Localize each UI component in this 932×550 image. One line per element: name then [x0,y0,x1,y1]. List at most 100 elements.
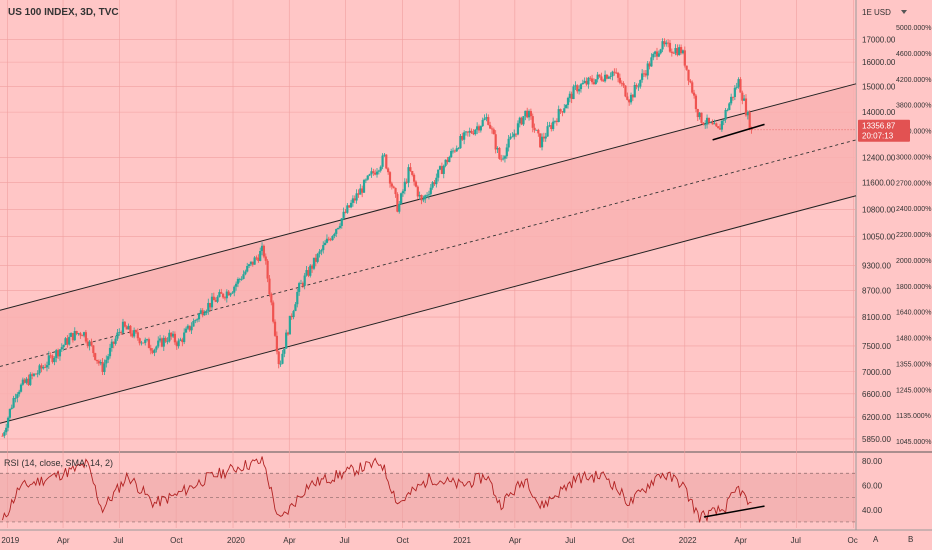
candle [370,167,373,178]
candle [277,350,280,369]
percent-tick-label: 3800.000% [896,103,931,110]
candle [312,257,316,271]
candle [246,262,249,273]
currency-label[interactable]: 1E USD [862,8,891,17]
candle-body [312,257,316,269]
candle [420,194,423,205]
candle [546,121,549,137]
auto-scale-button[interactable]: A [873,535,879,544]
candle [305,266,308,277]
candle [602,78,605,82]
candle-body [199,310,202,314]
candle [505,143,508,159]
candle [390,181,393,190]
candle-body [683,50,686,66]
candle [194,319,197,324]
time-tick-label: Apr [283,536,296,545]
candle [537,128,540,137]
candle [474,128,477,136]
candle-body [133,330,136,337]
candle [581,79,584,85]
candle-body [227,291,230,296]
rsi-divergence-line [703,505,765,518]
candle-body [247,264,251,267]
candle-body [505,147,508,157]
candle-body [461,135,464,140]
candle-body [620,82,623,84]
candle-body [229,293,232,296]
candle-body [257,257,260,261]
candle [184,326,188,333]
candle-body [403,181,406,192]
candle-body [437,169,440,178]
candle-body [331,236,334,241]
candle [60,343,63,353]
candle [550,122,553,132]
candle-body [490,128,494,130]
candle [494,130,497,154]
candle [704,120,707,129]
price-tick-label: 14000.00 [862,108,896,117]
candle [262,244,266,259]
candle [107,353,110,363]
candle-body [58,349,62,357]
candle [472,129,475,136]
candle [518,116,521,128]
candle [283,348,286,358]
candle-body [305,270,308,276]
candle-body [542,136,545,139]
candle [164,336,167,343]
candle-body [451,150,455,152]
candle [616,71,620,83]
candle-body [71,333,75,341]
candle-body [524,110,527,117]
percent-tick-label: 1640.000% [896,310,931,317]
candle [687,69,690,86]
candle-body [19,384,23,392]
candle [222,293,225,299]
candle [565,104,568,109]
candle [501,155,505,161]
candle [401,189,405,197]
candle-body [266,260,269,279]
candle [160,337,164,348]
candle-body [244,271,247,275]
candle-body [674,48,677,54]
candle [657,50,660,58]
percent-tick-label: 1245.000% [896,387,931,394]
candle-body [377,170,380,172]
candle [383,153,386,157]
candle-body [709,122,712,124]
candle-body [511,136,514,138]
log-scale-button[interactable]: B [908,535,913,544]
candle-body [138,338,141,344]
candle [1,433,4,437]
candle-body [140,342,143,344]
support-trendline[interactable] [712,123,765,141]
candle-body [144,339,147,343]
candle-body [657,53,660,57]
candle [29,372,32,386]
candle [405,178,408,185]
candle [333,232,336,239]
candle [79,331,82,339]
candle [702,122,705,126]
candle-body [5,427,8,433]
candle-body [103,363,106,372]
candle [700,112,703,124]
candle [75,330,78,336]
candle-body [370,171,373,175]
candle [359,184,362,195]
candle [199,308,202,315]
candle-body [672,52,675,54]
candle-body [629,94,633,103]
dropdown-arrow-icon[interactable] [901,10,907,14]
candle-body [678,47,681,56]
candle-body [240,278,243,280]
candle-body [94,353,97,360]
candle-body [97,361,100,364]
candle-body [715,123,718,127]
candle-body [400,193,403,204]
candle-body [42,366,45,369]
